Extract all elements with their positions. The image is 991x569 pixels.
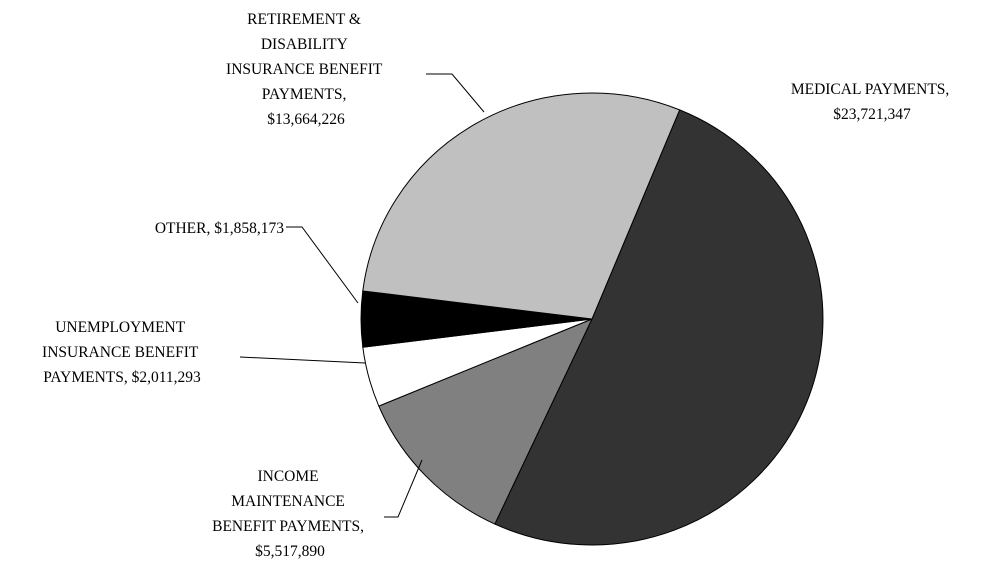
- slice-label-income-maintenance: INCOME MAINTENANCE BENEFIT PAYMENTS, $5,…: [212, 468, 368, 560]
- pie-slice-retirement-disability: [362, 92, 681, 320]
- leader-retirement: [426, 73, 485, 113]
- slice-label-retirement-disability: RETIREMENT & DISABILITY INSURANCE BENEFI…: [226, 11, 386, 128]
- leader-lines: [239, 73, 485, 518]
- slice-label-other: OTHER, $1,858,173: [155, 220, 284, 237]
- slice-label-unemployment: UNEMPLOYMENT INSURANCE BENEFIT PAYMENTS,…: [42, 319, 202, 386]
- leader-other: [286, 226, 359, 304]
- pie-slice-medical: [494, 109, 824, 546]
- leader-income: [384, 459, 423, 518]
- leader-unemployment: [239, 356, 366, 364]
- pie-slices: [360, 92, 824, 546]
- slice-label-medical: MEDICAL PAYMENTS, $23,721,347: [791, 81, 953, 123]
- pie-slice-income-maintenance: [378, 318, 594, 525]
